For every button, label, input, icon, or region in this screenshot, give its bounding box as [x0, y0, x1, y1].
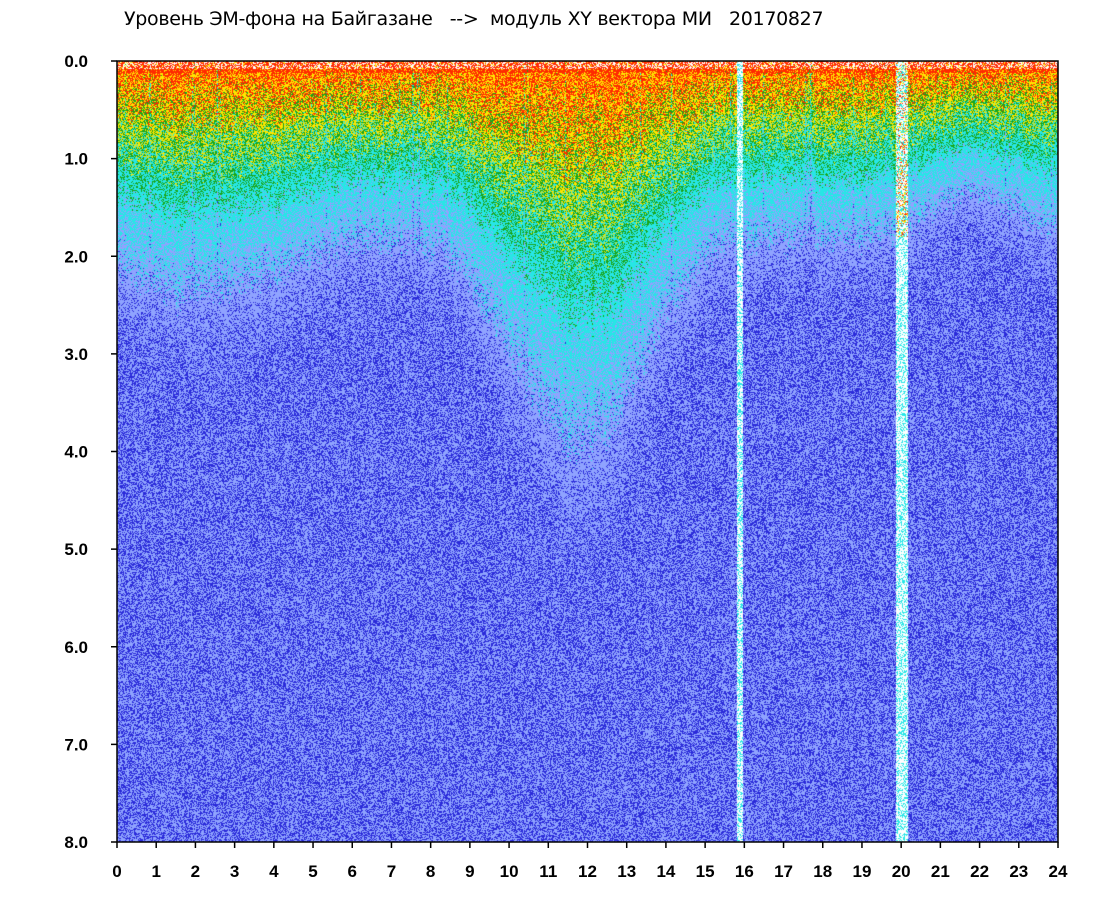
x-tick-label: 15: [696, 862, 715, 881]
y-tick-label: 3.0: [64, 345, 88, 364]
x-axis-ticks: 0 1 2 3 4 5 6 7 8 9 10 11 12 13 14 15 16 17 18 19 20 21 22 23 24: [112, 842, 1068, 881]
x-tick-label: 17: [774, 862, 793, 881]
y-tick-label: 2.0: [64, 247, 88, 266]
x-tick-label: 21: [931, 862, 950, 881]
x-tick-label: 22: [970, 862, 989, 881]
x-tick-label: 5: [308, 862, 317, 881]
y-axis-ticks: 0.0 1.0 2.0 3.0 4.0 5.0 6.0 7.0 8.0: [64, 52, 117, 852]
x-tick-label: 24: [1049, 862, 1068, 881]
y-tick-label: 8.0: [64, 833, 88, 852]
x-tick-label: 18: [813, 862, 832, 881]
x-tick-label: 8: [426, 862, 435, 881]
x-tick-label: 4: [269, 862, 279, 881]
x-tick-label: 0: [112, 862, 121, 881]
chart-title: Уровень ЭМ-фона на Байгазане --> модуль …: [124, 8, 824, 30]
x-tick-label: 23: [1009, 862, 1028, 881]
y-tick-label: 5.0: [64, 540, 88, 559]
y-tick-label: 1.0: [64, 150, 88, 169]
y-tick-label: 4.0: [64, 443, 88, 462]
x-tick-label: 2: [191, 862, 200, 881]
x-tick-label: 9: [465, 862, 474, 881]
x-tick-label: 20: [892, 862, 911, 881]
x-tick-label: 19: [852, 862, 871, 881]
x-tick-label: 1: [151, 862, 160, 881]
y-tick-label: 0.0: [64, 52, 88, 71]
heatmap-plot-area: [117, 61, 1058, 842]
x-tick-label: 3: [230, 862, 239, 881]
x-tick-label: 13: [617, 862, 636, 881]
x-tick-label: 11: [539, 862, 557, 881]
x-tick-label: 14: [656, 862, 675, 881]
x-tick-label: 7: [387, 862, 396, 881]
x-tick-label: 10: [500, 862, 519, 881]
x-tick-label: 6: [348, 862, 357, 881]
x-tick-label: 12: [578, 862, 597, 881]
y-tick-label: 6.0: [64, 638, 88, 657]
x-tick-label: 16: [735, 862, 754, 881]
y-tick-label: 7.0: [64, 735, 88, 754]
